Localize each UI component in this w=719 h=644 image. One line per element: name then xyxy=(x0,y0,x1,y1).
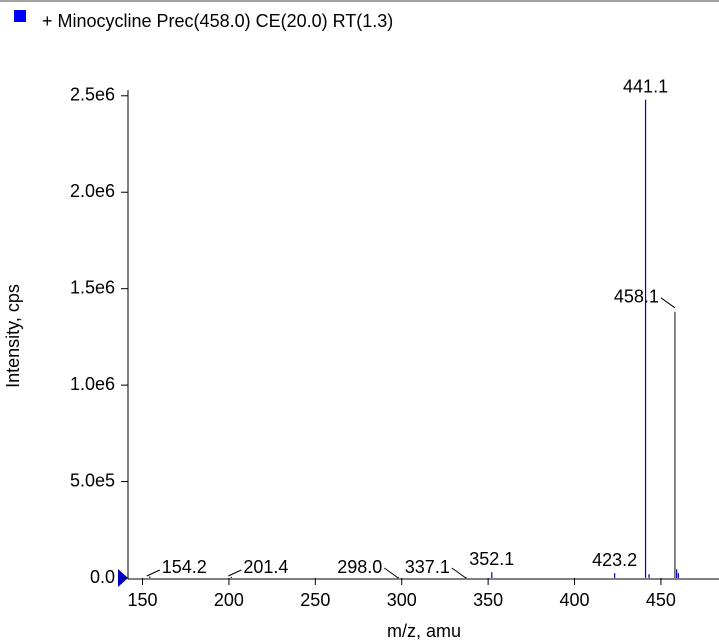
y-axis-label: Intensity, cps xyxy=(3,284,23,388)
peak-label: 441.1 xyxy=(623,76,668,96)
x-axis-label: m/z, amu xyxy=(387,621,461,641)
peak-label: 458.1 xyxy=(614,287,659,307)
chart-title: + Minocycline Prec(458.0) CE(20.0) RT(1.… xyxy=(42,11,393,31)
x-tick-label: 150 xyxy=(127,590,157,610)
x-tick-label: 200 xyxy=(214,590,244,610)
leader xyxy=(383,567,399,579)
legend-swatch xyxy=(14,10,26,22)
peak-label: 201.4 xyxy=(243,557,288,577)
peak-label: 423.2 xyxy=(592,550,637,570)
y-tick-label: 2.5e6 xyxy=(70,85,115,105)
leader xyxy=(228,569,242,577)
peak-label: 352.1 xyxy=(469,549,514,569)
peak-label: 298.0 xyxy=(337,557,382,577)
x-tick-label: 450 xyxy=(646,590,676,610)
y-tick-label: 5.0e5 xyxy=(70,470,115,490)
x-tick-label: 350 xyxy=(473,590,503,610)
peak-label: 337.1 xyxy=(405,557,450,577)
leader xyxy=(146,569,160,577)
x-tick-label: 300 xyxy=(387,590,417,610)
peak-label: 154.2 xyxy=(162,557,207,577)
y-tick-label: 1.0e6 xyxy=(70,374,115,394)
y-tick-label: 2.0e6 xyxy=(70,181,115,201)
leader xyxy=(451,567,467,579)
x-tick-label: 400 xyxy=(560,590,590,610)
leader xyxy=(660,297,676,309)
x-tick-label: 250 xyxy=(300,590,330,610)
y-tick-label: 0.0 xyxy=(90,567,115,587)
y-tick-label: 1.5e6 xyxy=(70,277,115,297)
